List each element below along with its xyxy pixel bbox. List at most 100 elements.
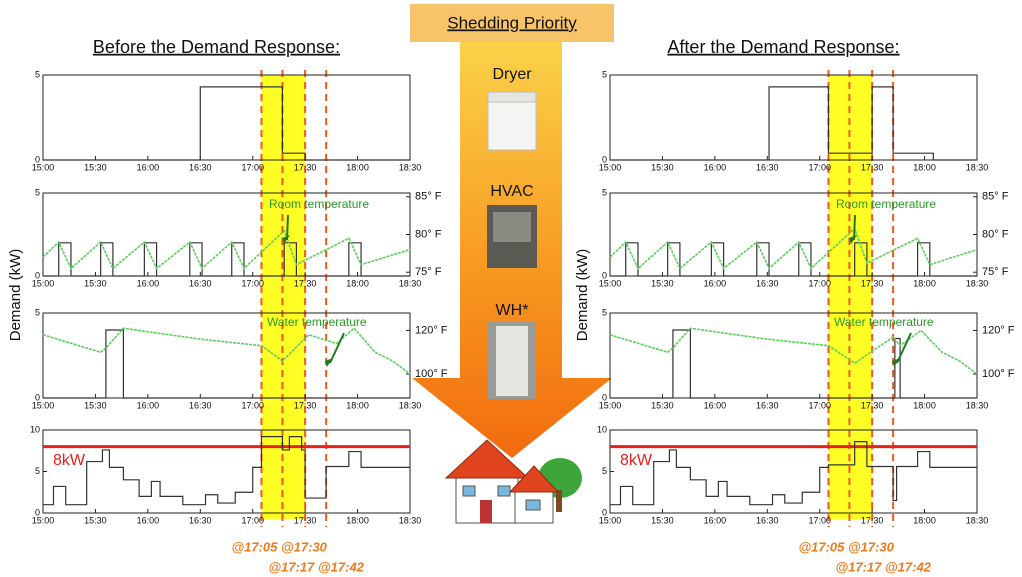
x-tick-label: 18:30 (399, 515, 422, 525)
x-tick-label: 15:30 (651, 400, 674, 410)
y2-tick-label: 80° F (982, 228, 1009, 240)
x-tick-label: 15:00 (599, 278, 622, 288)
x-tick-label: 17:00 (241, 278, 264, 288)
x-tick-label: 16:00 (704, 278, 727, 288)
priority-item: HVAC (490, 183, 533, 200)
highlight-band (261, 75, 305, 519)
x-tick-label: 15:00 (32, 162, 55, 172)
x-tick-label: 18:00 (913, 400, 936, 410)
y2-tick-label: 75° F (415, 266, 442, 278)
y2-tick-label: 100° F (415, 368, 448, 380)
y2-tick-label: 120° F (415, 324, 448, 336)
x-tick-label: 17:30 (861, 162, 884, 172)
y-tick-label: 5 (35, 466, 40, 476)
x-tick-label: 17:00 (241, 515, 264, 525)
annotation: Water temperature (267, 315, 367, 329)
plot-frame (610, 75, 977, 160)
x-tick-label: 16:00 (137, 162, 160, 172)
y2-tick-label: 85° F (982, 191, 1009, 203)
x-tick-label: 17:30 (861, 400, 884, 410)
y-tick-label: 5 (602, 466, 607, 476)
y-axis-title: Demand (kW) (574, 249, 591, 342)
temperature-line (610, 228, 977, 268)
x-tick-label: 18:00 (346, 162, 369, 172)
x-tick-label: 17:30 (294, 278, 317, 288)
temperature-line (610, 328, 977, 374)
x-tick-label: 17:00 (241, 162, 264, 172)
y2-tick-label: 80° F (415, 228, 442, 240)
x-tick-label: 15:00 (599, 400, 622, 410)
x-tick-label: 17:30 (294, 515, 317, 525)
x-tick-label: 15:30 (651, 162, 674, 172)
x-tick-label: 18:30 (966, 400, 989, 410)
x-tick-label: 18:30 (399, 278, 422, 288)
group-title: Before the Demand Response: (93, 37, 340, 57)
x-tick-label: 18:00 (913, 162, 936, 172)
priority-title: Shedding Priority (447, 13, 577, 32)
x-tick-label: 16:00 (704, 515, 727, 525)
annotation: Room temperature (269, 197, 369, 211)
y-tick-label: 5 (602, 187, 607, 197)
x-tick-label: 16:00 (137, 515, 160, 525)
x-tick-label: 15:30 (84, 278, 107, 288)
hvac-icon (487, 205, 537, 268)
y-tick-label: 5 (35, 69, 40, 79)
y2-tick-label: 100° F (982, 368, 1015, 380)
y-tick-label: 5 (35, 307, 40, 317)
plot-frame (43, 75, 410, 160)
x-tick-label: 15:30 (84, 400, 107, 410)
x-tick-label: 16:00 (137, 278, 160, 288)
x-tick-label: 16:30 (189, 278, 212, 288)
event-times: @17:05 @17:30 (231, 539, 327, 554)
plot-frame (610, 430, 977, 513)
y-tick-label: 10 (30, 424, 40, 434)
water-heater-icon (488, 322, 536, 399)
x-tick-label: 17:00 (241, 400, 264, 410)
x-tick-label: 16:30 (189, 515, 212, 525)
x-tick-label: 18:30 (399, 400, 422, 410)
x-tick-label: 15:30 (84, 162, 107, 172)
x-tick-label: 18:30 (399, 162, 422, 172)
demand-line (610, 442, 977, 505)
x-tick-label: 15:30 (651, 278, 674, 288)
x-tick-label: 16:00 (704, 400, 727, 410)
threshold-label: 8kW (53, 452, 86, 469)
event-times: @17:05 @17:30 (798, 539, 894, 554)
x-tick-label: 17:30 (294, 400, 317, 410)
x-tick-label: 15:00 (32, 515, 55, 525)
x-tick-label: 17:00 (808, 278, 831, 288)
x-tick-label: 17:00 (808, 400, 831, 410)
y-tick-label: 5 (35, 187, 40, 197)
group-title: After the Demand Response: (667, 37, 899, 57)
event-times: @17:17 @17:42 (268, 559, 364, 574)
x-tick-label: 16:30 (756, 515, 779, 525)
y-tick-label: 5 (602, 69, 607, 79)
x-tick-label: 15:30 (84, 515, 107, 525)
x-tick-label: 17:30 (294, 162, 317, 172)
x-tick-label: 18:30 (966, 278, 989, 288)
x-tick-label: 16:30 (756, 400, 779, 410)
x-tick-label: 15:00 (599, 515, 622, 525)
x-tick-label: 17:30 (861, 278, 884, 288)
x-tick-label: 18:00 (913, 278, 936, 288)
y2-tick-label: 75° F (982, 266, 1009, 278)
x-tick-label: 15:30 (651, 515, 674, 525)
x-tick-label: 18:00 (913, 515, 936, 525)
y-axis-title: Demand (kW) (7, 249, 24, 342)
x-tick-label: 18:00 (346, 278, 369, 288)
demand-line (43, 243, 410, 276)
figure: Shedding Priority Dryer HVAC WH* (0, 0, 1022, 577)
plot-frame (43, 430, 410, 513)
x-tick-label: 16:30 (756, 278, 779, 288)
x-tick-label: 16:30 (189, 400, 212, 410)
x-tick-label: 17:00 (808, 515, 831, 525)
annotation: Room temperature (836, 197, 936, 211)
demand-line (43, 87, 410, 160)
x-tick-label: 15:00 (32, 400, 55, 410)
x-tick-label: 16:30 (756, 162, 779, 172)
demand-line (43, 330, 410, 398)
x-tick-label: 16:00 (704, 162, 727, 172)
y-tick-label: 10 (597, 424, 607, 434)
dryer-icon (488, 92, 536, 150)
temperature-line (43, 328, 410, 374)
